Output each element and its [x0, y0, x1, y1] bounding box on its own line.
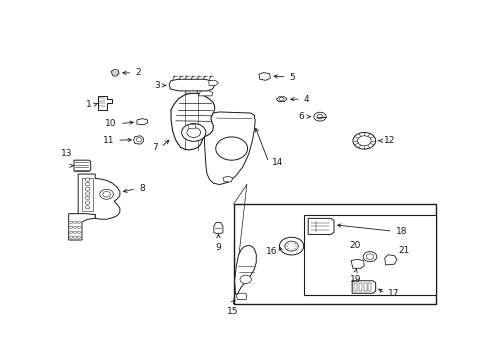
Circle shape: [186, 127, 200, 138]
Circle shape: [77, 221, 81, 223]
Circle shape: [215, 137, 247, 160]
Text: 18: 18: [395, 227, 407, 236]
Polygon shape: [276, 97, 286, 102]
Text: 17: 17: [387, 289, 399, 298]
Circle shape: [85, 187, 90, 190]
Text: 15: 15: [226, 307, 238, 315]
Text: 16: 16: [266, 247, 277, 256]
Circle shape: [85, 206, 90, 209]
Circle shape: [85, 196, 90, 199]
Circle shape: [85, 201, 90, 204]
Text: 2: 2: [135, 68, 141, 77]
Circle shape: [85, 178, 90, 181]
Bar: [233, 204, 435, 304]
Text: 9: 9: [215, 243, 221, 252]
Polygon shape: [111, 69, 119, 76]
Text: 12: 12: [384, 136, 395, 145]
Circle shape: [74, 236, 77, 238]
Text: 7: 7: [152, 143, 158, 152]
Text: 10: 10: [105, 119, 117, 128]
Circle shape: [77, 226, 81, 228]
Circle shape: [70, 226, 73, 228]
Bar: [363, 283, 366, 291]
Circle shape: [316, 114, 323, 119]
Polygon shape: [171, 93, 214, 150]
Circle shape: [74, 221, 77, 223]
Polygon shape: [198, 90, 212, 96]
Polygon shape: [133, 136, 143, 144]
Polygon shape: [74, 160, 90, 171]
Polygon shape: [213, 222, 223, 234]
Polygon shape: [204, 112, 255, 185]
Text: 21: 21: [398, 246, 409, 255]
Text: 3: 3: [154, 81, 159, 90]
Polygon shape: [223, 176, 232, 182]
Circle shape: [352, 132, 375, 149]
Circle shape: [313, 112, 325, 121]
Circle shape: [136, 138, 141, 141]
Polygon shape: [137, 118, 147, 125]
Text: 6: 6: [298, 112, 304, 121]
Circle shape: [85, 183, 90, 186]
Text: 11: 11: [102, 136, 114, 145]
Circle shape: [85, 192, 90, 195]
Polygon shape: [350, 260, 364, 268]
Circle shape: [363, 252, 376, 262]
Text: 1: 1: [86, 100, 92, 109]
Circle shape: [100, 189, 113, 199]
Polygon shape: [68, 214, 95, 240]
Text: 19: 19: [349, 275, 361, 284]
Circle shape: [102, 192, 110, 197]
Text: 20: 20: [348, 241, 360, 250]
Circle shape: [77, 236, 81, 238]
Circle shape: [284, 241, 298, 251]
Text: 8: 8: [139, 184, 144, 193]
Polygon shape: [351, 281, 375, 293]
Polygon shape: [259, 73, 270, 80]
Bar: [354, 283, 357, 291]
Polygon shape: [185, 87, 197, 93]
Polygon shape: [307, 219, 333, 234]
Text: 13: 13: [61, 149, 72, 158]
Polygon shape: [236, 293, 246, 300]
Polygon shape: [208, 81, 218, 85]
Text: 14: 14: [271, 158, 283, 167]
Circle shape: [70, 236, 73, 238]
Bar: [367, 283, 370, 291]
Circle shape: [77, 231, 81, 233]
Circle shape: [279, 237, 303, 255]
Bar: [303, 215, 435, 296]
Bar: [358, 283, 361, 291]
Polygon shape: [98, 96, 111, 110]
Text: 4: 4: [303, 95, 309, 104]
Polygon shape: [78, 174, 120, 219]
Circle shape: [74, 226, 77, 228]
Polygon shape: [169, 79, 214, 91]
Circle shape: [279, 98, 284, 101]
Circle shape: [70, 231, 73, 233]
Circle shape: [70, 221, 73, 223]
Circle shape: [240, 275, 251, 284]
Text: 5: 5: [289, 72, 295, 81]
Circle shape: [357, 136, 370, 146]
Polygon shape: [234, 246, 256, 294]
Circle shape: [181, 123, 205, 141]
Bar: [82, 177, 93, 211]
Polygon shape: [384, 255, 396, 265]
Circle shape: [74, 231, 77, 233]
Circle shape: [366, 254, 373, 260]
Bar: [188, 125, 194, 128]
